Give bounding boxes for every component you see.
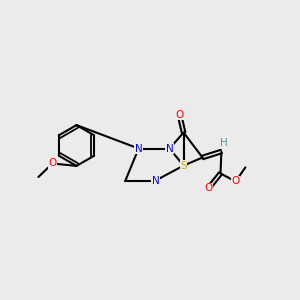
Text: N: N (166, 143, 173, 154)
Text: O: O (204, 183, 213, 194)
Text: N: N (152, 176, 159, 186)
Text: O: O (231, 176, 240, 187)
Text: H: H (220, 138, 228, 148)
Text: O: O (48, 158, 57, 169)
Text: O: O (175, 110, 184, 120)
Text: N: N (135, 143, 142, 154)
Text: S: S (180, 160, 187, 171)
